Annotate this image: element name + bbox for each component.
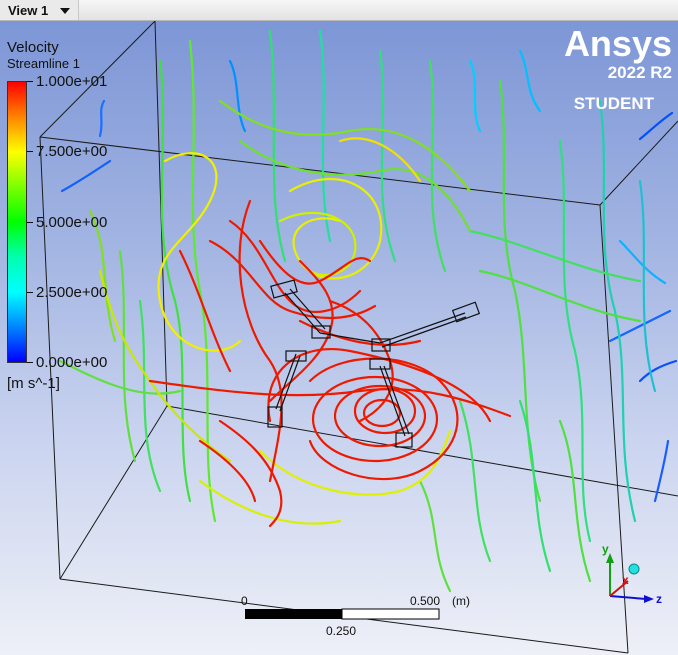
ansys-logo: Ansys 2022 R2 STUDENT xyxy=(564,25,672,115)
view-tabbar: View 1 xyxy=(0,0,678,21)
streamlines-mid xyxy=(58,29,657,593)
legend-tick xyxy=(27,362,33,363)
legend-colorbar xyxy=(7,81,27,363)
scale-bar-mid: 0.250 xyxy=(326,624,357,638)
axis-x-label: x xyxy=(622,573,629,587)
brand-name: Ansys xyxy=(563,23,672,64)
axis-y-label: y xyxy=(602,542,609,556)
brand-version: 2022 R2 xyxy=(607,63,672,82)
legend-tick-label: 0.000e+00 xyxy=(36,354,108,371)
legend-tick xyxy=(27,81,33,82)
legend-subtitle: Streamline 1 xyxy=(7,56,80,71)
legend-tick xyxy=(27,151,33,152)
streamline-scene xyxy=(39,21,678,654)
streamlines-high xyxy=(148,199,512,528)
axis-z-label: z xyxy=(656,592,662,606)
view-tab-label: View 1 xyxy=(8,2,49,18)
drone-model xyxy=(267,279,481,448)
scale-bar xyxy=(245,608,440,620)
legend-title: Velocity xyxy=(7,39,59,56)
chevron-down-icon[interactable] xyxy=(60,7,71,14)
graphics-viewport[interactable]: Velocity Streamline 1 1.000e+01 7.500e+0… xyxy=(0,21,678,655)
legend-units: [m s^-1] xyxy=(7,375,60,392)
legend-tick-label: 7.500e+00 xyxy=(36,143,108,160)
legend-tick-label: 2.500e+00 xyxy=(36,284,108,301)
scale-bar-zero: 0 xyxy=(241,594,248,608)
axis-triad xyxy=(606,553,654,603)
scale-bar-unit: (m) xyxy=(452,594,470,608)
streamlines-low xyxy=(60,49,678,503)
legend-tick-label: 1.000e+01 xyxy=(36,73,108,90)
scale-bar-end: 0.500 xyxy=(410,594,441,608)
legend-tick xyxy=(27,292,33,293)
brand-edition: STUDENT xyxy=(573,94,654,113)
domain-box xyxy=(39,21,678,654)
legend-tick-label: 5.000e+00 xyxy=(36,214,108,231)
legend-tick xyxy=(27,222,33,223)
view-tab[interactable]: View 1 xyxy=(0,0,80,20)
